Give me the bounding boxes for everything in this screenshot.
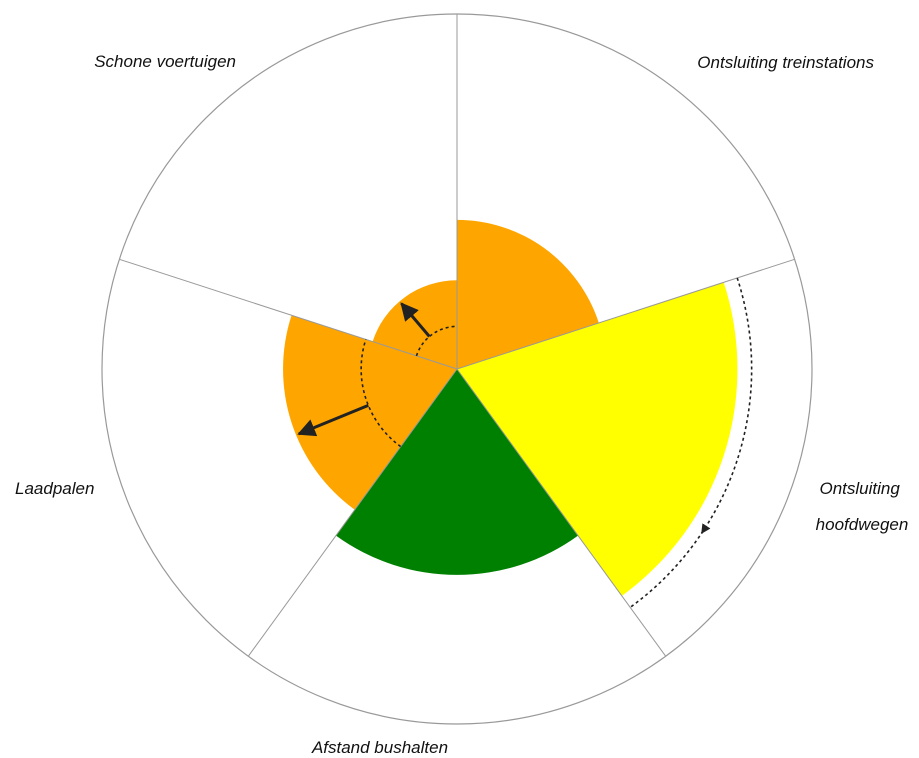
change-arrow-ontsluiting-hoofdwegen	[701, 523, 711, 534]
category-labels-layer: Ontsluiting treinstations Ontsluiting ho…	[15, 52, 908, 757]
sector-ontsluiting-hoofdwegen	[457, 282, 738, 596]
sector-divider-2	[456, 258, 795, 370]
sector-ontsluiting-treinstations	[457, 219, 599, 369]
sector-divider-5	[119, 258, 458, 370]
sector-divider-4	[247, 368, 458, 657]
sector-schone-voertuigen	[372, 280, 457, 369]
previous-value-arc-laadpalen	[360, 339, 402, 448]
category-label-ontsluiting-treinstations: Ontsluiting treinstations	[697, 53, 874, 72]
sector-divider-3	[456, 368, 667, 657]
category-label-ontsluiting-hoofdwegen: Ontsluiting hoofdwegen	[816, 479, 909, 534]
category-label-schone-voertuigen: Schone voertuigen	[94, 52, 236, 71]
category-label-ontsluiting-hoofdwegen-line-2: hoofdwegen	[816, 515, 909, 534]
category-label-laadpalen: Laadpalen	[15, 479, 94, 498]
change-arrow-laadpalen	[297, 404, 369, 437]
previous-value-arc-schone-voertuigen	[415, 325, 458, 357]
change-arrows-layer	[297, 277, 753, 609]
sector-afstand-bushalten	[335, 369, 579, 575]
category-label-afstand-bushalten: Afstand bushalten	[311, 738, 448, 757]
sectors-layer	[283, 219, 738, 596]
category-label-ontsluiting-hoofdwegen-line-1: Ontsluiting	[819, 479, 900, 498]
outline-layer	[101, 13, 813, 725]
sector-laadpalen	[283, 315, 457, 510]
change-arrow-schone-voertuigen	[400, 302, 431, 338]
